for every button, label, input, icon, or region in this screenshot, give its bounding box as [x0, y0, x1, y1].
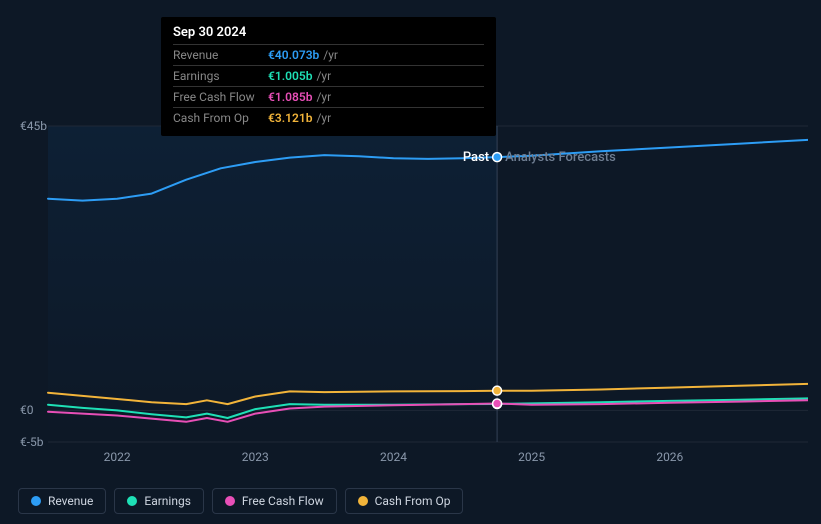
tooltip-row-unit: /yr — [316, 111, 331, 125]
legend-dot-icon — [127, 496, 137, 506]
x-tick-label: 2022 — [104, 450, 131, 464]
tooltip-row-unit: /yr — [316, 90, 331, 104]
legend-dot-icon — [358, 496, 368, 506]
x-tick-label: 2025 — [518, 450, 545, 464]
forecast-section-label: Analysts Forecasts — [505, 150, 616, 165]
tooltip-row-value: €1.005b — [268, 69, 312, 83]
legend-item[interactable]: Earnings — [114, 488, 204, 514]
y-tick-label: €45b — [20, 119, 47, 133]
past-section-label: Past — [463, 150, 489, 165]
series-marker — [493, 153, 502, 162]
tooltip-row-label: Free Cash Flow — [173, 90, 268, 104]
tooltip-row-label: Cash From Op — [173, 111, 268, 125]
x-tick-label: 2024 — [380, 450, 407, 464]
legend-dot-icon — [225, 496, 235, 506]
tooltip-row: Free Cash Flow€1.085b/yr — [173, 86, 484, 107]
y-tick-label: €0 — [20, 403, 34, 417]
tooltip-row-label: Revenue — [173, 48, 268, 62]
tooltip-row: Cash From Op€3.121b/yr — [173, 107, 484, 128]
financial-chart: €45b €0 €-5b 2022 2023 2024 2025 2026 Past Ana… — [18, 0, 808, 480]
y-tick-label: €-5b — [20, 435, 44, 449]
legend-item-label: Earnings — [144, 494, 191, 508]
legend-item[interactable]: Free Cash Flow — [212, 488, 337, 514]
tooltip-row-value: €40.073b — [268, 48, 319, 62]
legend-item-label: Free Cash Flow — [242, 494, 324, 508]
legend-item[interactable]: Cash From Op — [345, 488, 464, 514]
series-marker — [493, 399, 502, 408]
hover-tooltip: Sep 30 2024 Revenue€40.073b/yrEarnings€1… — [161, 17, 496, 136]
series-marker — [493, 386, 502, 395]
tooltip-row-unit: /yr — [316, 69, 331, 83]
tooltip-row-label: Earnings — [173, 69, 268, 83]
legend-dot-icon — [31, 496, 41, 506]
legend-item[interactable]: Revenue — [18, 488, 106, 514]
legend-item-label: Revenue — [48, 494, 93, 508]
x-tick-label: 2023 — [242, 450, 269, 464]
chart-legend: Revenue Earnings Free Cash Flow Cash From O… — [18, 488, 463, 514]
tooltip-row-unit: /yr — [323, 48, 338, 62]
x-tick-label: 2026 — [656, 450, 683, 464]
tooltip-row: Earnings€1.005b/yr — [173, 65, 484, 86]
tooltip-row-value: €1.085b — [268, 90, 312, 104]
legend-item-label: Cash From Op — [375, 494, 451, 508]
tooltip-row-value: €3.121b — [268, 111, 312, 125]
tooltip-date: Sep 30 2024 — [173, 25, 484, 44]
tooltip-row: Revenue€40.073b/yr — [173, 44, 484, 65]
